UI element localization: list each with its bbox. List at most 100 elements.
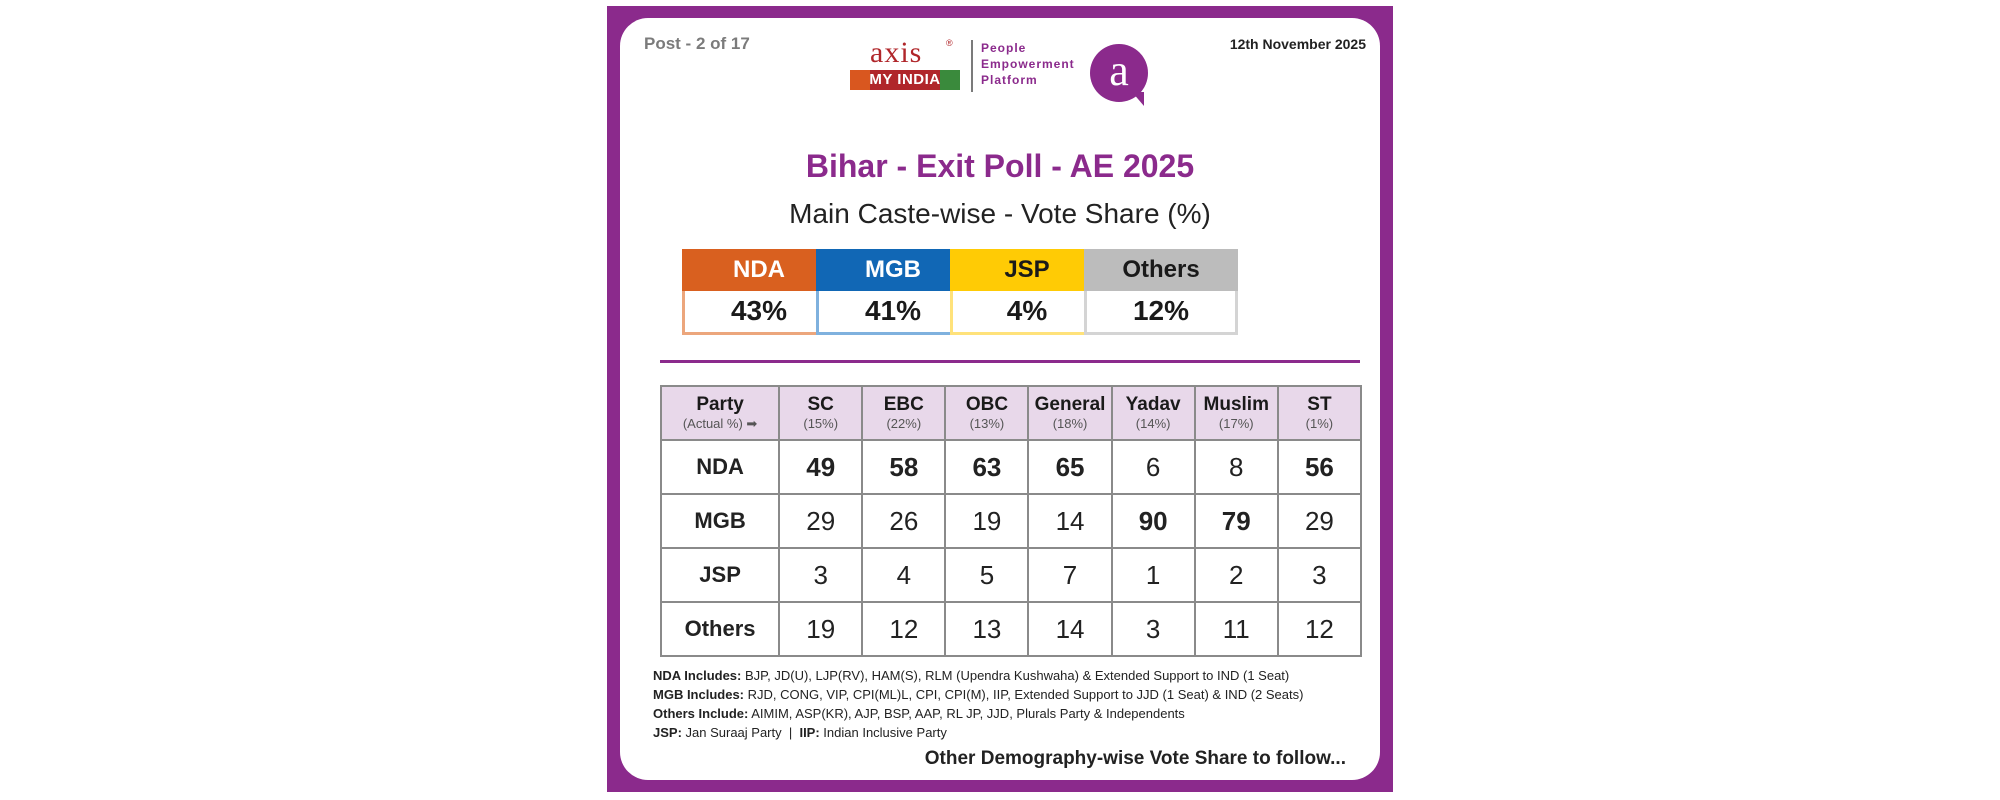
note-others: Others Include: AIMIM, ASP(KR), AJP, BSP… — [653, 704, 1303, 723]
note-text: Jan Suraaj Party | — [681, 725, 800, 740]
logo-a-icon: a — [1090, 44, 1148, 102]
header-sub-label: (Actual %) ➡ — [682, 416, 758, 431]
column-actual: (22%) — [886, 416, 922, 431]
header-cell: Muslim (17%) — [1193, 385, 1279, 441]
value-cell: 1 — [1110, 547, 1196, 603]
value-cell: 13 — [944, 601, 1030, 657]
page-title: Bihar - Exit Poll - AE 2025 — [805, 148, 1195, 184]
purple-frame: Post - 2 of 17 12th November 2025 axis ®… — [607, 6, 1393, 792]
column-actual: (18%) — [1052, 416, 1088, 431]
header-label: Party — [696, 394, 744, 415]
table-row: NDA 49 58 63 65 6 8 56 — [659, 439, 1363, 495]
value-cell: 11 — [1193, 601, 1279, 657]
table-row: Others 19 12 13 14 3 11 12 — [659, 601, 1363, 657]
party-cell: Others — [659, 601, 781, 657]
value-cell: 19 — [944, 493, 1030, 549]
logo-divider — [971, 40, 973, 92]
logo-axis-text: axis — [870, 36, 923, 69]
content-card: Post - 2 of 17 12th November 2025 axis ®… — [620, 18, 1380, 780]
tile-value: 43% — [682, 291, 836, 335]
value-cell: 56 — [1276, 439, 1363, 495]
logo-tagline-line: People — [981, 41, 1027, 55]
party-cell: MGB — [659, 493, 781, 549]
logo-speech-tail — [1132, 92, 1144, 106]
tile-value: 4% — [950, 291, 1104, 335]
value-cell: 58 — [861, 439, 947, 495]
tile-others: Others 12% — [1084, 249, 1238, 335]
column-name: Muslim — [1203, 394, 1269, 415]
value-cell: 2 — [1193, 547, 1279, 603]
note-label: JSP: — [653, 725, 682, 740]
tile-name: MGB — [816, 249, 970, 291]
tile-name: NDA — [682, 249, 836, 291]
logo-tagline-line: Platform — [981, 73, 1038, 87]
value-cell: 65 — [1027, 439, 1113, 495]
header-cell: SC (15%) — [778, 385, 864, 441]
note-text: RJD, CONG, VIP, CPI(ML)L, CPI, CPI(M), I… — [744, 687, 1304, 702]
value-cell: 12 — [1276, 601, 1363, 657]
logo-tagline-line: Empowerment — [981, 57, 1075, 71]
value-cell: 3 — [1110, 601, 1196, 657]
tile-value: 12% — [1084, 291, 1238, 335]
logo-myindia-text: MY INDIA — [850, 70, 960, 90]
page-subtitle: Main Caste-wise - Vote Share (%) — [789, 198, 1211, 229]
party-cell: NDA — [659, 439, 781, 495]
tile-nda: NDA 43% — [682, 249, 836, 335]
note-mgb: MGB Includes: RJD, CONG, VIP, CPI(ML)L, … — [653, 685, 1303, 704]
note-text: Indian Inclusive Party — [819, 725, 947, 740]
value-cell: 29 — [1276, 493, 1363, 549]
logo-registered-mark: ® — [946, 38, 953, 48]
note-label: IIP: — [799, 725, 820, 740]
footnotes: NDA Includes: BJP, JD(U), LJP(RV), HAM(S… — [653, 666, 1303, 742]
note-text: BJP, JD(U), LJP(RV), HAM(S), RLM (Upendr… — [741, 668, 1290, 683]
value-cell: 29 — [778, 493, 864, 549]
post-counter: Post - 2 of 17 — [644, 34, 750, 53]
note-label: NDA Includes: — [653, 668, 742, 683]
value-cell: 19 — [778, 601, 864, 657]
value-cell: 90 — [1110, 493, 1196, 549]
note-abbreviations: JSP: Jan Suraaj Party | IIP: Indian Incl… — [653, 723, 1303, 742]
caste-vote-share-table: Party (Actual %) ➡ SC (15%) EBC (22%) OBC(… — [659, 385, 1363, 657]
column-actual: (14%) — [1135, 416, 1171, 431]
value-cell: 63 — [944, 439, 1030, 495]
value-cell: 7 — [1027, 547, 1113, 603]
note-nda: NDA Includes: BJP, JD(U), LJP(RV), HAM(S… — [653, 666, 1303, 685]
value-cell: 49 — [778, 439, 864, 495]
value-cell: 8 — [1193, 439, 1279, 495]
value-cell: 4 — [861, 547, 947, 603]
table-header-row: Party (Actual %) ➡ SC (15%) EBC (22%) OBC(… — [659, 385, 1363, 441]
column-name: ST — [1307, 394, 1332, 415]
column-actual: (13%) — [969, 416, 1005, 431]
column-name: General — [1034, 394, 1106, 415]
header-cell-party: Party (Actual %) ➡ — [659, 385, 781, 441]
party-cell: JSP — [659, 547, 781, 603]
table-row: MGB 29 26 19 14 90 79 29 — [659, 493, 1363, 549]
header-cell: OBC (13%) — [944, 385, 1030, 441]
note-label: MGB Includes: — [653, 687, 745, 702]
value-cell: 6 — [1110, 439, 1196, 495]
note-text: AIMIM, ASP(KR), AJP, BSP, AAP, RL JP, JJ… — [748, 706, 1185, 721]
tile-value: 41% — [816, 291, 970, 335]
header-cell: General (18%) — [1027, 385, 1113, 441]
value-cell: 3 — [778, 547, 864, 603]
axis-my-india-logo: axis ® MY INDIA People Empowerment Platf… — [850, 36, 1180, 116]
divider-rule — [660, 360, 1360, 363]
column-name: EBC — [883, 394, 924, 415]
logo-tagline: People Empowerment Platform — [981, 40, 1075, 88]
header-cell: EBC (22%) — [861, 385, 947, 441]
column-name: OBC — [965, 394, 1009, 415]
note-label: Others Include: — [653, 706, 749, 721]
tile-mgb: MGB 41% — [816, 249, 970, 335]
value-cell: 12 — [861, 601, 947, 657]
column-actual: (17%) — [1218, 416, 1254, 431]
tile-name: JSP — [950, 249, 1104, 291]
tile-name: Others — [1084, 249, 1238, 291]
value-cell: 14 — [1027, 601, 1113, 657]
value-cell: 14 — [1027, 493, 1113, 549]
table-row: JSP 3 4 5 7 1 2 3 — [659, 547, 1363, 603]
column-name: Yadav — [1125, 394, 1181, 415]
header-cell: ST (1%) — [1276, 385, 1363, 441]
value-cell: 5 — [944, 547, 1030, 603]
column-name: SC — [807, 394, 834, 415]
tile-jsp: JSP 4% — [950, 249, 1104, 335]
